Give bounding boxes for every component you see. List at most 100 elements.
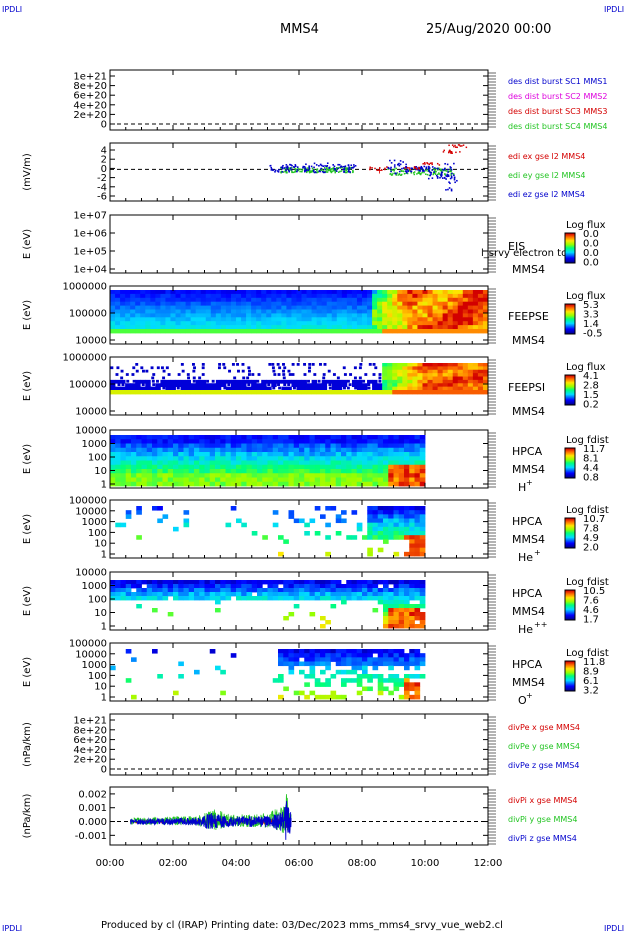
heatmap-cell: [131, 694, 137, 700]
overlay-label: l_srvy electron to: [481, 248, 567, 259]
heatmap-cell: [278, 469, 284, 474]
heatmap-cell: [162, 469, 169, 474]
heatmap-cell: [442, 363, 449, 367]
heatmap-cell: [288, 510, 295, 515]
heatmap-cell: [321, 390, 328, 395]
heatmap-cell: [209, 584, 216, 589]
edi-ey-point: [435, 170, 437, 173]
heatmap-cell: [286, 317, 292, 322]
edi-ey-point: [424, 173, 427, 175]
edi-ez-point: [288, 170, 291, 173]
heatmap-cell: [209, 460, 216, 466]
heatmap-cell: [398, 481, 405, 487]
edi-ez-point: [305, 169, 308, 172]
edi-ey-point: [438, 173, 441, 175]
heatmap-cell: [330, 674, 337, 679]
heatmap-cell: [367, 481, 373, 487]
heatmap-cell: [188, 469, 195, 474]
heatmap-cell: [398, 477, 405, 483]
heatmap-cell: [383, 596, 389, 601]
heatmap-cell: [437, 305, 444, 310]
edi-ex-point: [448, 144, 450, 147]
edi-ez-point: [322, 165, 325, 168]
colorbar-cell: [565, 614, 575, 616]
heatmap-cell: [402, 376, 408, 381]
x-tick-label: 02:00: [159, 858, 188, 869]
heatmap-cell: [341, 469, 347, 474]
edi-ey-point: [310, 171, 312, 174]
heatmap-cell: [140, 366, 144, 370]
heatmap-cell: [236, 481, 242, 487]
heatmap-cell: [283, 464, 289, 470]
heatmap-cell: [304, 653, 310, 658]
edi-ex-point: [431, 162, 433, 164]
heatmap-cell: [180, 305, 186, 310]
heatmap-cell: [419, 522, 426, 528]
heatmap-cell: [241, 293, 247, 299]
edi-ey-point: [413, 171, 416, 173]
heatmap-cell: [398, 653, 405, 658]
heatmap-cell: [110, 390, 116, 395]
heatmap-cell: [185, 297, 192, 303]
edi-ez-point: [276, 170, 279, 172]
colorbar-cell: [565, 260, 575, 262]
heatmap-cell: [120, 580, 127, 585]
heatmap-cell: [462, 386, 469, 391]
edi-ey-point: [443, 169, 445, 172]
edi-ez-point: [450, 176, 453, 179]
heatmap-cell: [427, 329, 433, 334]
heatmap-cell: [388, 690, 394, 696]
y-axis-label: (mV/m): [22, 153, 33, 191]
heatmap-cell: [251, 477, 258, 483]
heatmap-cell: [272, 435, 279, 440]
colorbar-cell: [565, 323, 575, 325]
heatmap-cell: [185, 386, 192, 391]
heatmap-cell: [414, 522, 421, 528]
edi-ey-point: [326, 168, 328, 170]
plot-title: MMS4: [280, 22, 319, 37]
heatmap-cell: [230, 580, 237, 585]
heatmap-cell: [388, 535, 394, 540]
heatmap-cell: [367, 301, 373, 306]
heatmap-cell: [472, 305, 479, 310]
heatmap-cell: [288, 460, 295, 466]
heatmap-cell: [204, 588, 211, 593]
edi-ez-point: [453, 162, 455, 165]
heatmap-cell: [183, 460, 190, 466]
heatmap-cell: [162, 514, 169, 519]
heatmap-cell: [135, 317, 141, 322]
colorbar-cell: [565, 250, 575, 252]
heatmap-cell: [304, 460, 310, 466]
heatmap-cell: [215, 477, 221, 483]
heatmap-cell: [419, 535, 426, 540]
heatmap-cell: [336, 390, 343, 395]
heatmap-cell: [377, 531, 384, 536]
heatmap-cell: [220, 580, 226, 585]
colorbar-cell: [565, 248, 575, 250]
heatmap-cell: [262, 535, 268, 540]
heatmap-cell: [414, 435, 421, 440]
heatmap-cell: [120, 329, 126, 334]
edi-ex-point: [450, 152, 452, 154]
colorbar-cell: [565, 599, 575, 601]
edi-ey-point: [328, 168, 330, 171]
heatmap-cell: [462, 293, 469, 299]
heatmap-cell: [204, 460, 211, 466]
heatmap-cell: [267, 464, 274, 470]
heatmap-cell: [414, 469, 421, 474]
heatmap-cell: [125, 514, 132, 519]
heatmap-cell: [409, 608, 415, 613]
heatmap-cell: [180, 290, 186, 295]
heatmap-cell: [398, 592, 405, 597]
spacecraft-label: MMS4: [512, 533, 545, 546]
heatmap-cell: [165, 366, 169, 370]
heatmap-cell: [447, 366, 454, 371]
heatmap-cell: [372, 373, 376, 376]
heatmap-cell: [383, 678, 389, 683]
heatmap-cell: [177, 373, 181, 376]
heatmap-cell: [272, 439, 279, 444]
heatmap-cell: [372, 592, 379, 597]
heatmap-cell: [356, 580, 363, 585]
edi-ey-point: [410, 172, 413, 174]
heatmap-cell: [296, 293, 302, 299]
